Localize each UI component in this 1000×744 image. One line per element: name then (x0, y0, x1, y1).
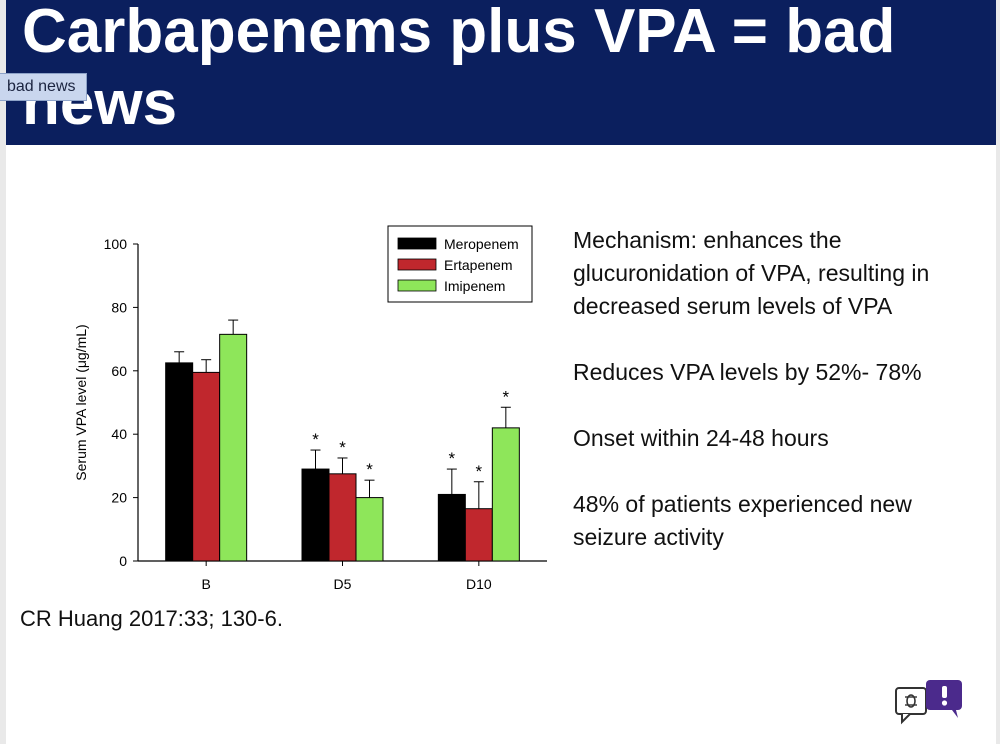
bar-meropenem-d10 (437, 493, 466, 562)
reduction-text: Reduces VPA levels by 52%- 78% (573, 359, 922, 385)
legend-label-ertapenem: Ertapenem (444, 257, 512, 273)
mechanism-text: Mechanism: enhances the glucuronidation … (573, 227, 930, 319)
y-tick-label: 80 (111, 299, 127, 315)
bar-imipenem-d5 (355, 497, 384, 562)
y-tick-label: 100 (104, 236, 128, 252)
bar-imipenem-b (219, 333, 248, 562)
significance-marker: * (366, 460, 373, 479)
legend-swatch-ertapenem (397, 258, 437, 271)
x-tick-label: D5 (334, 576, 352, 592)
bar-imipenem-d10 (491, 427, 520, 562)
significance-marker: * (503, 387, 510, 406)
y-tick-label: 20 (111, 490, 127, 506)
seizure-text: 48% of patients experienced new seizure … (573, 491, 912, 550)
significance-marker: * (312, 430, 319, 449)
significance-marker: * (476, 462, 483, 481)
significance-marker: * (449, 449, 456, 468)
significance-marker: * (339, 438, 346, 457)
y-tick-label: 0 (119, 553, 127, 569)
findings-text: Mechanism: enhances the glucuronidation … (573, 224, 983, 587)
bar-meropenem-b (165, 362, 194, 562)
y-tick-label: 40 (111, 426, 127, 442)
feedback-bug-icon[interactable] (894, 678, 966, 726)
tooltip: bad news (0, 73, 87, 101)
bar-chart: 0 20 40 60 80 100 Serum VPA level (μg/mL) B D5 * *… (73, 225, 547, 592)
x-tick-label: D10 (466, 576, 492, 592)
slide-title: Carbapenems plus VPA = bad news (22, 0, 896, 138)
bar-meropenem-d5 (301, 468, 330, 562)
legend-swatch-imipenem (397, 279, 437, 292)
legend-swatch-meropenem (397, 237, 437, 250)
onset-text: Onset within 24-48 hours (573, 425, 829, 451)
title-bar: Carbapenems plus VPA = bad news (6, 0, 996, 145)
bar-ertapenem-d10 (464, 508, 493, 562)
y-tick-label: 60 (111, 363, 127, 379)
legend-label-imipenem: Imipenem (444, 278, 505, 294)
citation: CR Huang 2017:33; 130-6. (20, 606, 283, 631)
bar-ertapenem-d5 (328, 473, 357, 562)
bar-ertapenem-b (192, 371, 221, 562)
y-axis-label: Serum VPA level (μg/mL) (73, 324, 89, 480)
legend-label-meropenem: Meropenem (444, 236, 519, 252)
x-tick-label: B (201, 576, 210, 592)
